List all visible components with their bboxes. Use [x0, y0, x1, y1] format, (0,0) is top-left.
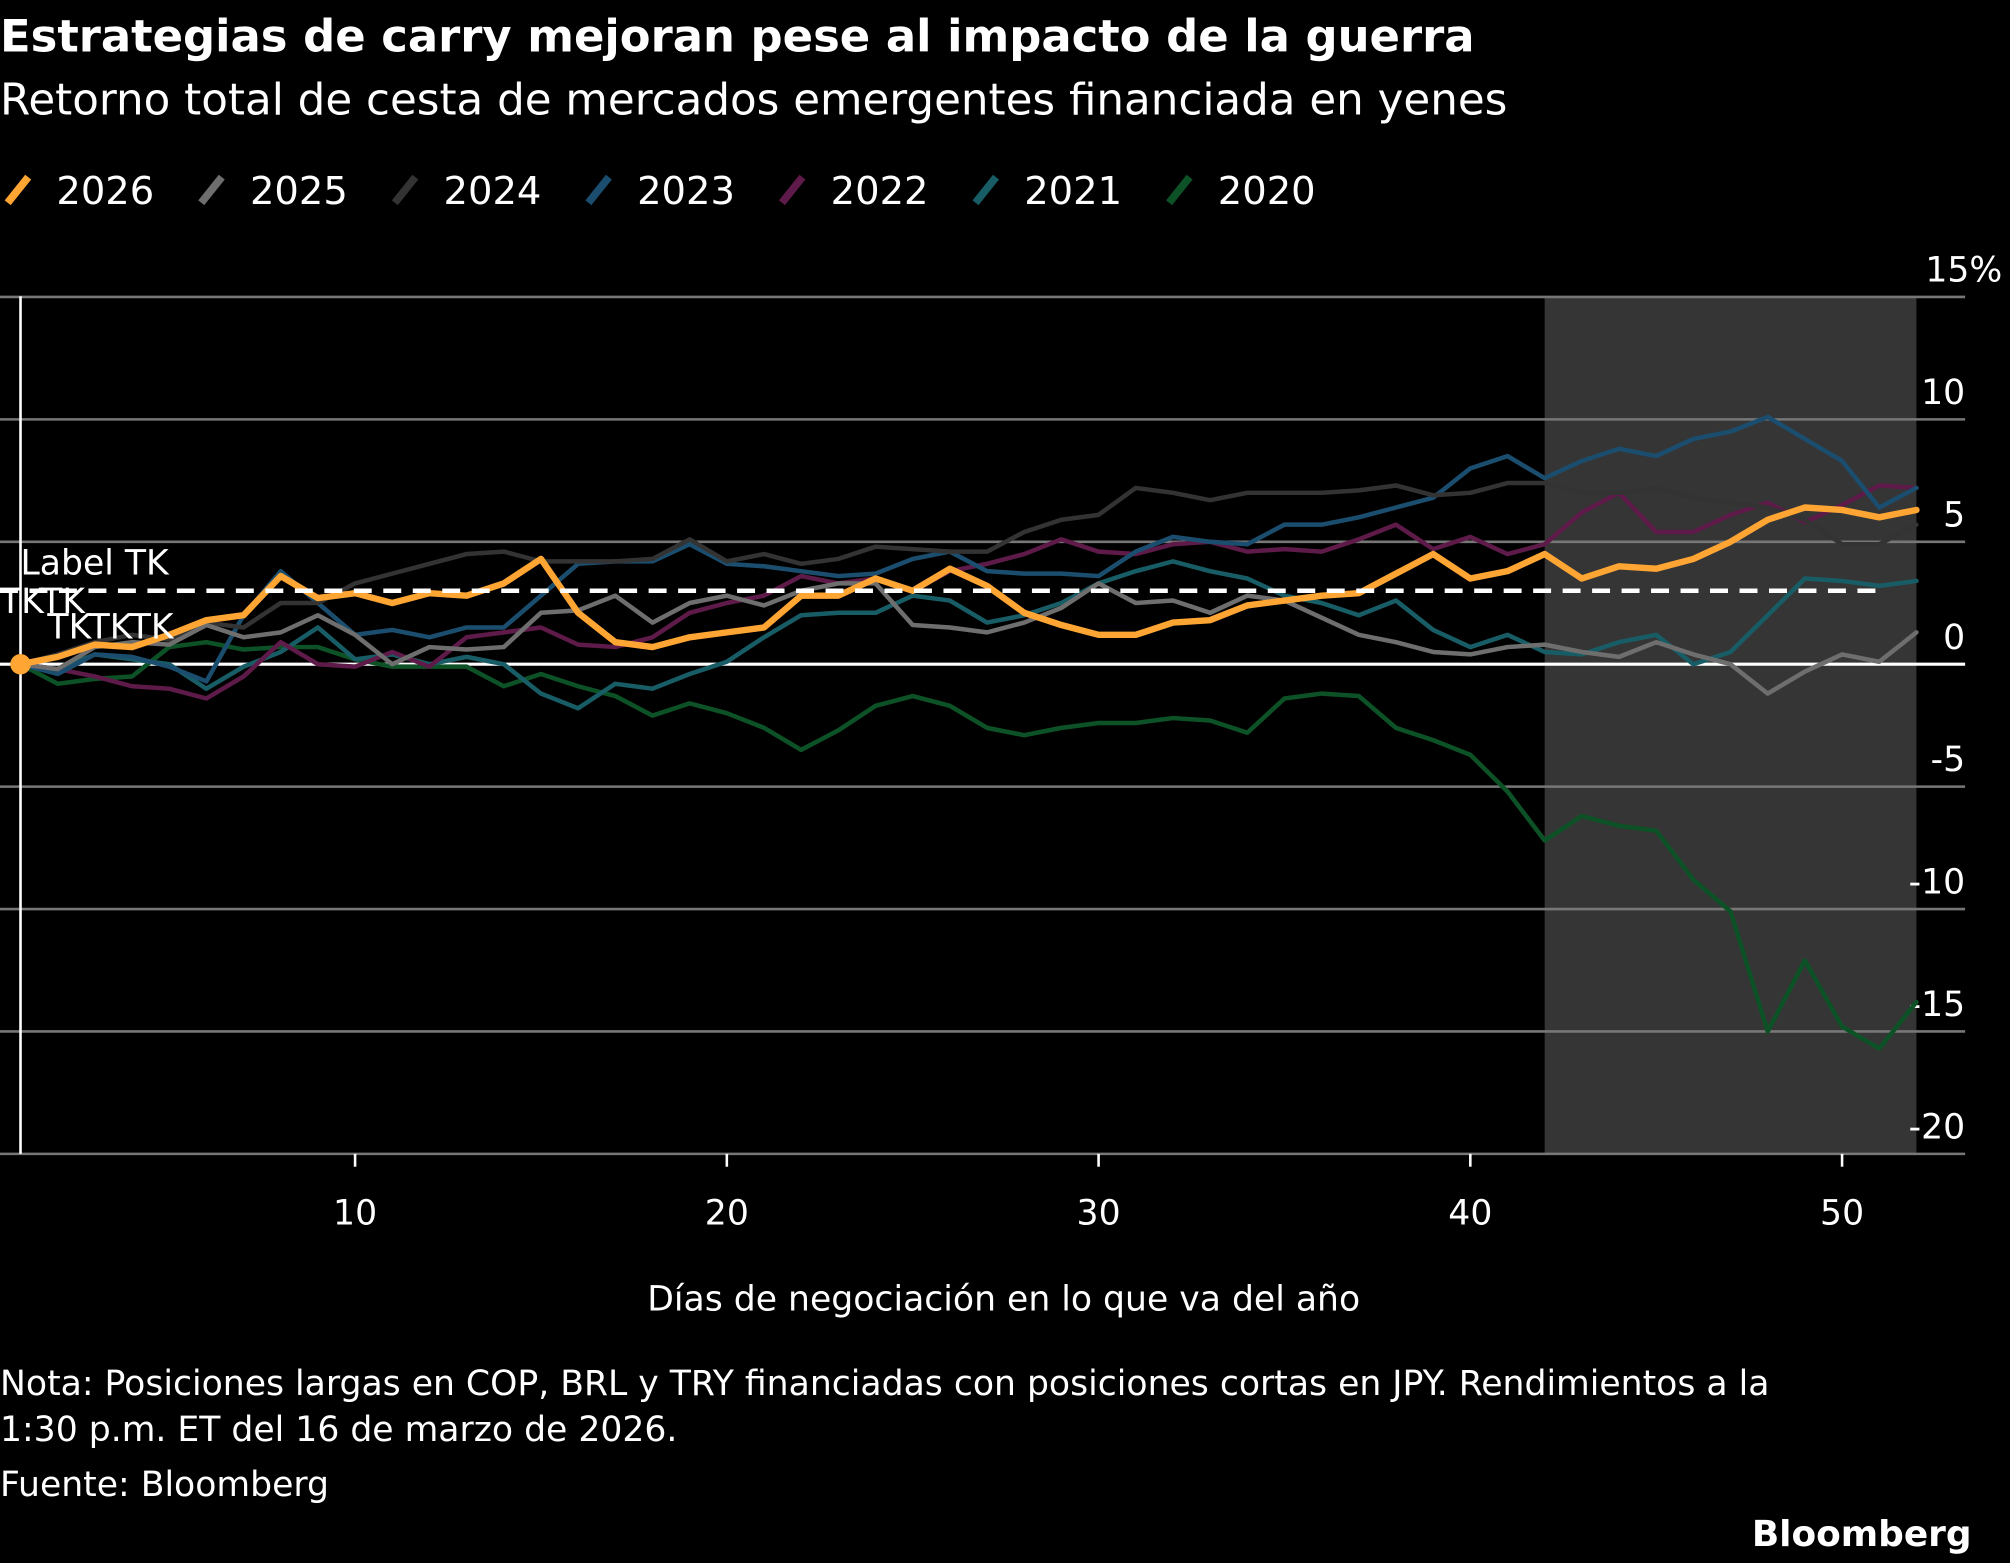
- note-line-2: 1:30 p.m. ET del 16 de marzo de 2026.: [0, 1410, 677, 1450]
- legend-label: 2024: [444, 169, 542, 214]
- legend-swatch-icon: [391, 174, 419, 206]
- series-line-2026: [17, 504, 1920, 668]
- series-line-2023: [18, 414, 1919, 684]
- y-axis-ticks: 15% 10 5 0 -5 -10 -15 -20: [1909, 251, 2003, 1148]
- x-tick-label: 30: [1077, 1193, 1121, 1233]
- chart-subtitle: Retorno total de cesta de mercados emerg…: [0, 75, 1507, 125]
- legend-label: 2026: [56, 169, 154, 214]
- y-tick-label: 10: [1921, 373, 1965, 413]
- source: Fuente: Bloomberg: [0, 1465, 329, 1505]
- annotation-label: Label TK: [21, 543, 171, 583]
- note-line-1: Nota: Posiciones largas en COP, BRL y TR…: [0, 1364, 1769, 1404]
- legend-swatch-icon: [1166, 174, 1193, 206]
- annotation-tktktk: TKTKTK: [46, 608, 174, 648]
- y-tick-label: -15: [1909, 985, 1966, 1025]
- legend-item-2023: 2023: [585, 169, 735, 214]
- series-lines: [17, 414, 1920, 1051]
- legend-label: 2025: [250, 169, 348, 214]
- legend: 2026 2025 2024 2023 2022 2021 2020: [4, 169, 1316, 214]
- legend-item-2026: 2026: [4, 169, 154, 214]
- legend-item-2022: 2022: [778, 169, 929, 214]
- x-tick-label: 10: [333, 1193, 377, 1233]
- legend-swatch-icon: [4, 174, 32, 206]
- series-line-2020: [18, 639, 1919, 1051]
- x-tick-label: 40: [1448, 1193, 1492, 1233]
- y-tick-label: 15%: [1925, 251, 2002, 291]
- legend-item-2021: 2021: [972, 169, 1122, 214]
- y-tick-label: -5: [1931, 740, 1966, 780]
- x-tick-label: 50: [1820, 1193, 1864, 1233]
- chart-title: Estrategias de carry mejoran pese al imp…: [0, 9, 1475, 62]
- legend-label: 2020: [1218, 169, 1316, 214]
- start-point-2026: [10, 653, 31, 675]
- series-line-2025: [18, 581, 1919, 696]
- x-axis-label: Días de negociación en lo que va del año: [647, 1279, 1360, 1319]
- legend-item-2024: 2024: [391, 169, 542, 214]
- series-line-2022: [18, 483, 1919, 701]
- y-tick-label: -20: [1909, 1108, 1966, 1148]
- shaded-region: [1544, 296, 1917, 1154]
- series-line-2021: [18, 559, 1919, 711]
- legend-swatch-icon: [198, 174, 225, 206]
- legend-swatch-icon: [778, 174, 806, 206]
- legend-swatch-icon: [972, 174, 1000, 206]
- legend-item-2025: 2025: [198, 169, 348, 214]
- x-tick-label: 20: [705, 1193, 749, 1233]
- annotation-tktk: TKTK: [0, 582, 86, 622]
- y-tick-label: 0: [1943, 618, 1965, 658]
- legend-swatch-icon: [585, 174, 612, 206]
- x-axis-ticks: 10 20 30 40 50: [333, 1153, 1864, 1233]
- y-tick-label: -10: [1909, 863, 1966, 903]
- y-tick-label: 5: [1943, 495, 1965, 535]
- legend-label: 2021: [1024, 169, 1122, 214]
- legend-label: 2023: [637, 169, 735, 214]
- bloomberg-logo: Bloomberg: [1752, 1514, 1972, 1555]
- legend-item-2020: 2020: [1166, 169, 1316, 214]
- legend-label: 2022: [831, 169, 929, 214]
